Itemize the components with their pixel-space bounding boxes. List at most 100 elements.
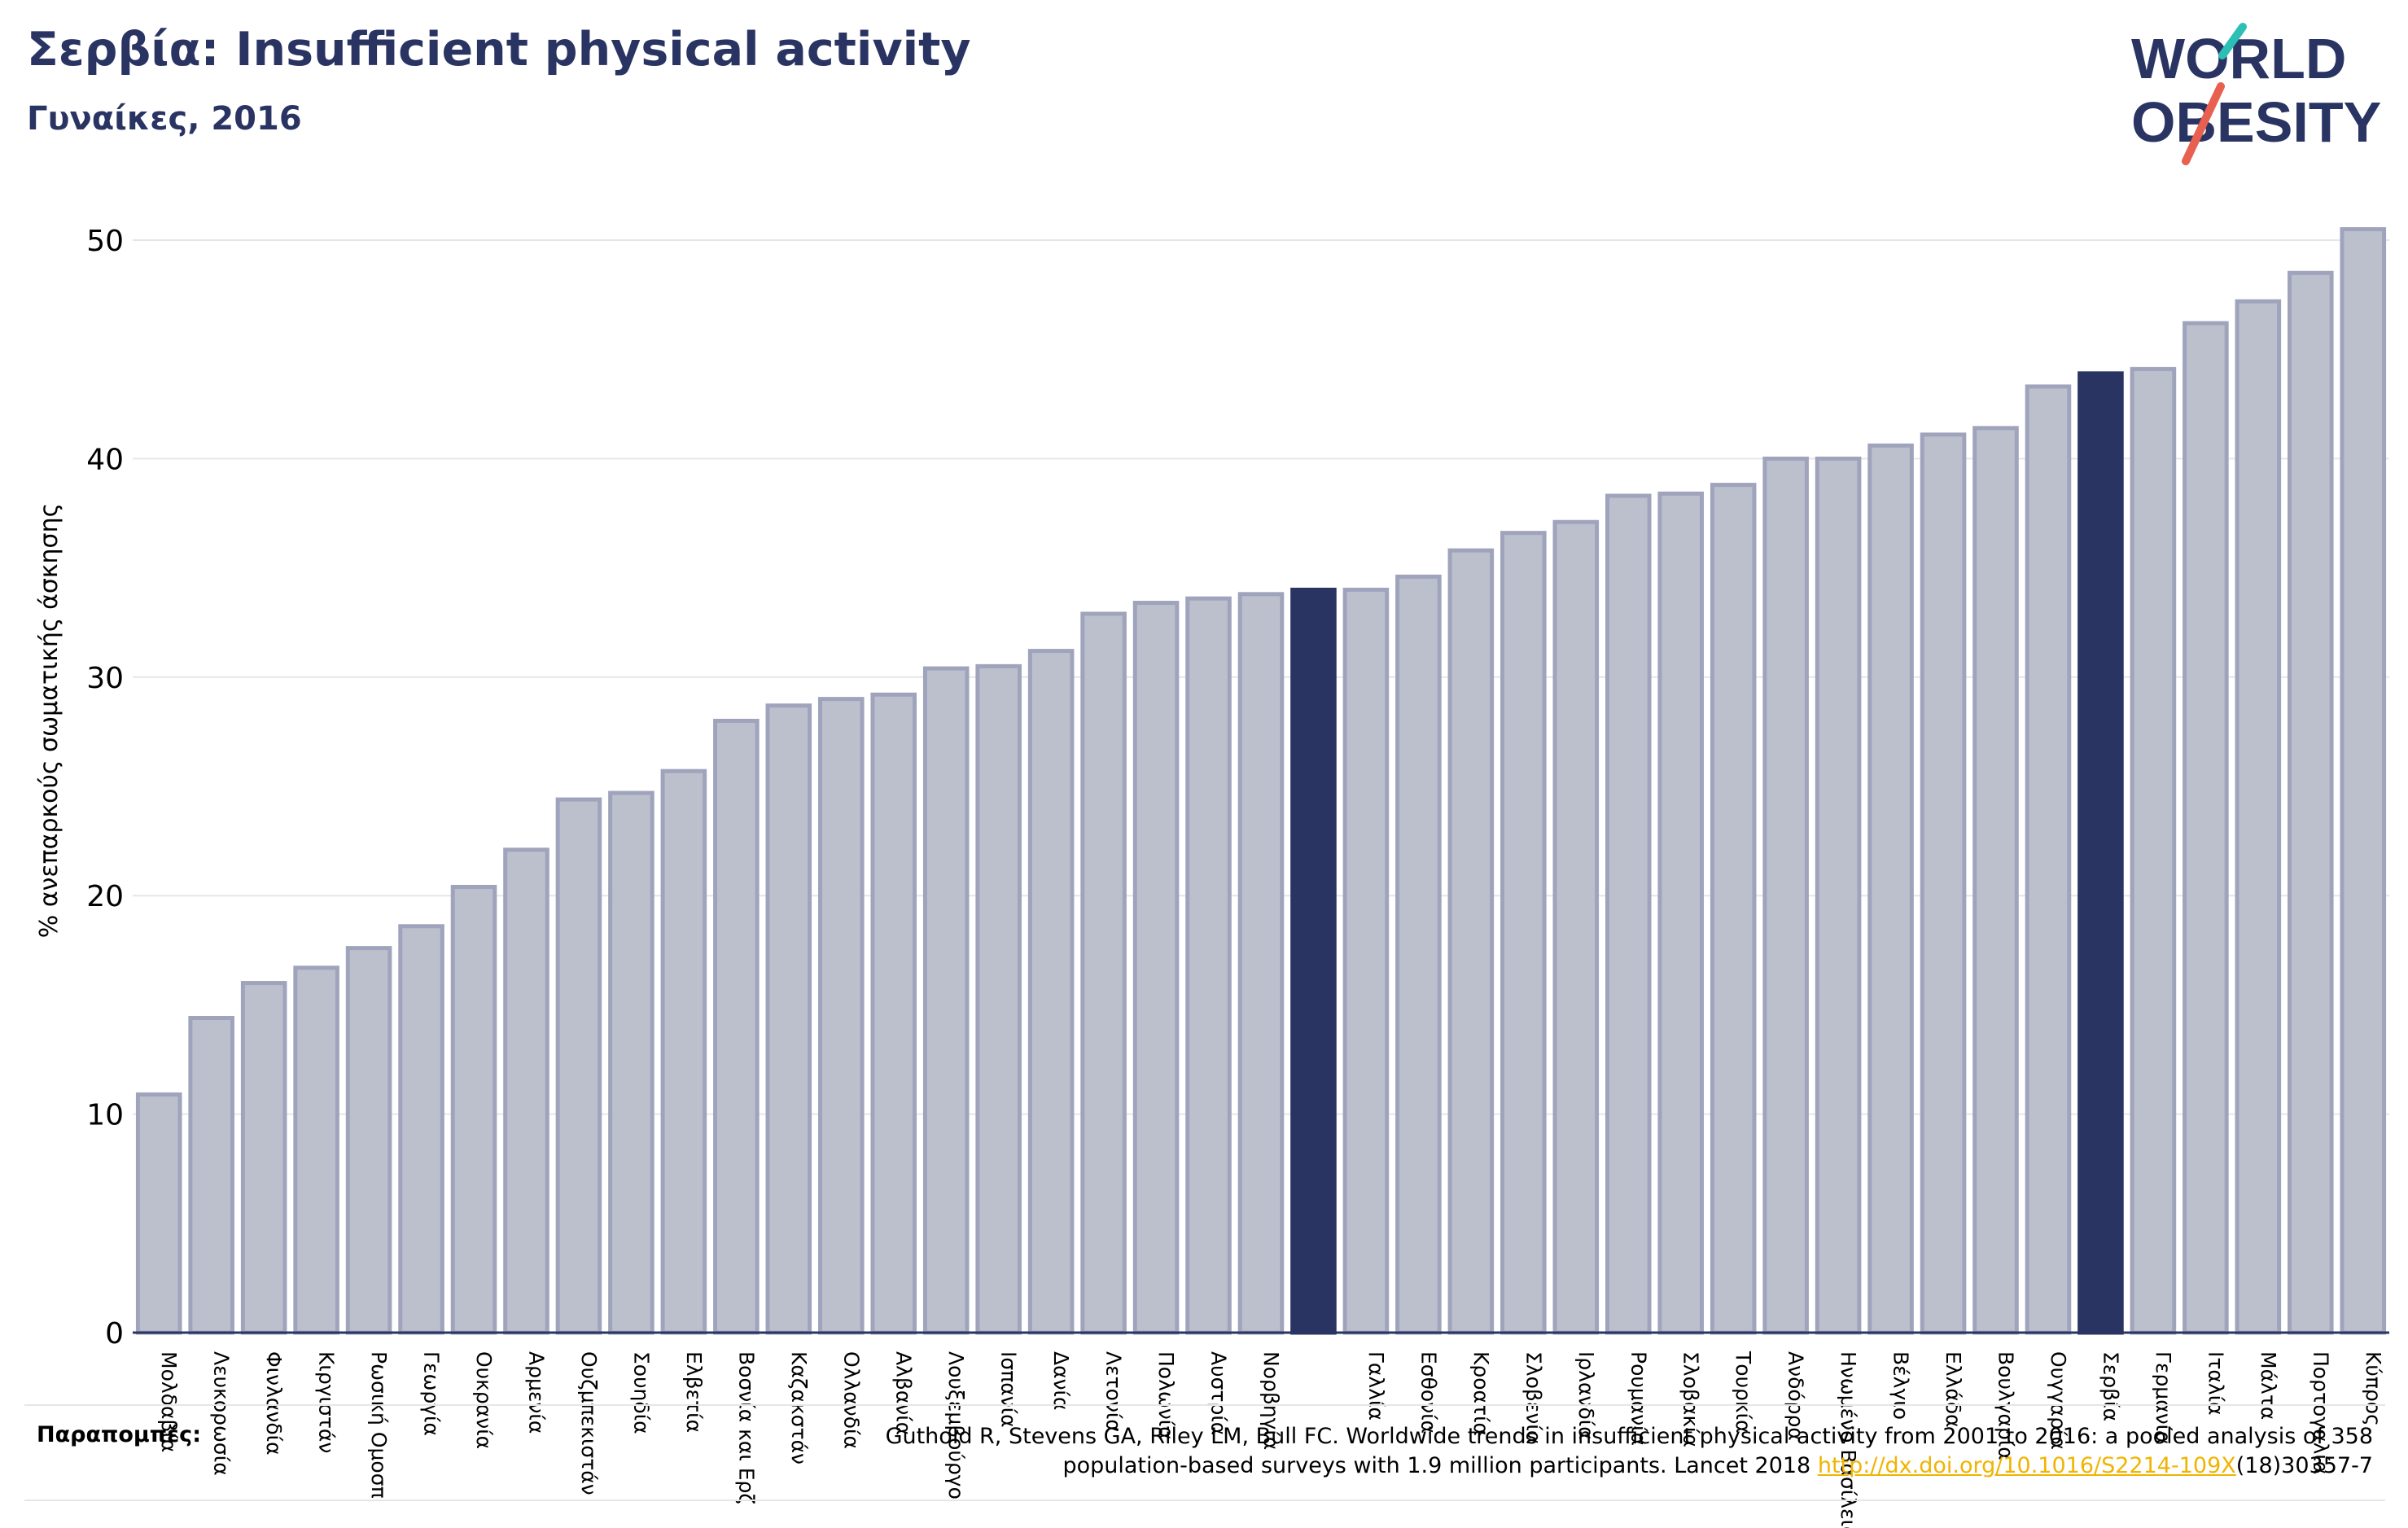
x-tick-label: Κροατία bbox=[1469, 1351, 1493, 1436]
bar bbox=[2077, 371, 2124, 1335]
bar bbox=[1867, 443, 1914, 1335]
x-tick-label: Κύπρος bbox=[2362, 1351, 2385, 1426]
bar bbox=[1342, 587, 1390, 1335]
x-tick-label: Κιργιστάν bbox=[315, 1351, 339, 1453]
x-tick-label: Βέλγιο bbox=[1889, 1351, 1913, 1420]
reference-doi-link[interactable]: http://dx.doi.org/10.1016/S2214-109X bbox=[1817, 1453, 2236, 1478]
bar bbox=[660, 768, 707, 1335]
bar bbox=[713, 718, 760, 1335]
logo-word-obesity: OBESITY bbox=[2131, 90, 2381, 154]
bar bbox=[1972, 426, 2019, 1335]
bars bbox=[135, 227, 2387, 1335]
bar bbox=[1395, 574, 1442, 1335]
bar bbox=[1815, 456, 1862, 1335]
x-tick-label: Σερβία bbox=[2099, 1351, 2122, 1421]
bar bbox=[135, 1092, 182, 1335]
y-tick-label: 50 bbox=[86, 225, 124, 258]
x-axis-labels: Μολδαβία Λευκορωσία Φινλανδία Κιργιστάν Ρωσι… bbox=[157, 1351, 2385, 1528]
bar bbox=[2340, 227, 2387, 1335]
x-tick-label: Λετονία bbox=[1102, 1351, 1126, 1433]
x-tick-label: Αυστρία bbox=[1207, 1351, 1231, 1435]
x-tick-label: Ρωσική Ομοσπ bbox=[367, 1351, 391, 1499]
x-tick-label: Καζακστάν bbox=[787, 1351, 811, 1465]
x-tick-label: Ουζμπεκιστάν bbox=[577, 1351, 601, 1495]
x-tick-label: Ολλανδία bbox=[839, 1351, 863, 1449]
bar bbox=[2025, 384, 2072, 1335]
reference-line-2-prefix: population-based surveys with 1.9 millio… bbox=[1062, 1453, 1818, 1478]
x-tick-label: Ισπανία bbox=[997, 1351, 1021, 1428]
bar bbox=[1500, 531, 1547, 1335]
x-tick-label: Ουγγαρία bbox=[2047, 1351, 2070, 1450]
bar bbox=[1710, 483, 1757, 1335]
x-tick-label: Εσθονία bbox=[1416, 1351, 1440, 1434]
references-label: Παραπομπές: bbox=[37, 1422, 201, 1447]
bar bbox=[975, 663, 1022, 1335]
bar bbox=[1762, 456, 1809, 1335]
x-tick-label: Γεωργία bbox=[420, 1351, 444, 1436]
x-tick-label: Δανία bbox=[1049, 1351, 1073, 1411]
bar bbox=[1237, 592, 1285, 1335]
bar bbox=[1552, 519, 1600, 1335]
bar bbox=[2130, 366, 2177, 1335]
bar bbox=[503, 847, 549, 1335]
x-tick-label: Νορβηγία bbox=[1259, 1351, 1283, 1450]
x-tick-label: Πορτογαλία bbox=[2309, 1351, 2332, 1474]
x-tick-label: Αλβανία bbox=[892, 1351, 916, 1435]
x-tick-label: Σλοβακία bbox=[1679, 1351, 1703, 1447]
y-tick-label: 0 bbox=[105, 1317, 124, 1351]
x-tick-label: Ηνωμένο Βασίλειο bbox=[1837, 1351, 1860, 1528]
x-tick-label: Ελλάδα bbox=[1942, 1351, 1965, 1428]
y-tick-label: 20 bbox=[86, 880, 124, 913]
bar bbox=[188, 1016, 234, 1335]
y-axis-ticks: 0 10 20 30 40 50 bbox=[86, 225, 124, 1351]
world-obesity-logo: WORLD OBESITY bbox=[2131, 23, 2381, 165]
y-tick-label: 40 bbox=[86, 443, 124, 476]
reference-line-1: Guthold R, Stevens GA, Riley LM, Bull FC… bbox=[885, 1424, 2373, 1449]
reference-line-2-suffix: (18)30357-7 bbox=[2235, 1453, 2373, 1478]
bar bbox=[2288, 270, 2334, 1335]
x-tick-label: Τουρκία bbox=[1732, 1351, 1755, 1434]
bar bbox=[1605, 493, 1652, 1335]
chart-title: Σερβία: Insufficient physical activity bbox=[27, 23, 971, 77]
bar bbox=[1132, 601, 1180, 1335]
x-tick-label: Γερμανία bbox=[2152, 1351, 2175, 1445]
y-tick-label: 10 bbox=[86, 1099, 124, 1132]
x-tick-label: Ιρλανδία bbox=[1574, 1351, 1598, 1440]
x-tick-label: Ρουμανία bbox=[1626, 1351, 1650, 1446]
bar bbox=[922, 666, 970, 1335]
bar bbox=[1080, 611, 1127, 1335]
logo-slash-teal bbox=[2218, 23, 2247, 59]
references-section: Παραπομπές: Guthold R, Stevens GA, Riley… bbox=[24, 1404, 2385, 1501]
bar bbox=[240, 981, 287, 1335]
bar bbox=[1290, 587, 1337, 1335]
bar bbox=[1447, 548, 1495, 1335]
y-tick-label: 30 bbox=[86, 662, 124, 695]
x-tick-label: Λουξεμβούργο bbox=[944, 1351, 968, 1500]
x-tick-label: Αρμενία bbox=[524, 1351, 548, 1434]
bar bbox=[1185, 596, 1232, 1335]
x-tick-label: Ουκρανία bbox=[472, 1351, 496, 1449]
bar bbox=[1657, 491, 1705, 1335]
references-text: Guthold R, Stevens GA, Riley LM, Bull FC… bbox=[663, 1422, 2373, 1481]
x-tick-label: Βοσνία και Ερζ bbox=[734, 1351, 758, 1504]
x-tick-label: Ελβετία bbox=[682, 1351, 706, 1433]
bar bbox=[345, 946, 392, 1335]
bar bbox=[398, 924, 444, 1335]
x-tick-label: Μάλτα bbox=[2257, 1351, 2280, 1420]
x-tick-label: Λευκορωσία bbox=[210, 1351, 234, 1476]
x-tick-label: Σουηδία bbox=[629, 1351, 653, 1434]
chart-subtitle: Γυναίκες, 2016 bbox=[27, 100, 302, 138]
bar bbox=[870, 692, 917, 1335]
bar bbox=[608, 790, 655, 1335]
y-axis-label: % ανεπαρκούς σωματικής άσκησης bbox=[35, 503, 63, 938]
bar bbox=[293, 965, 339, 1335]
x-tick-label: Γαλλία bbox=[1364, 1351, 1388, 1421]
bar bbox=[2235, 299, 2282, 1335]
logo-slash-coral bbox=[2182, 82, 2225, 165]
x-tick-label: Ανδόρρα bbox=[1784, 1351, 1808, 1441]
x-tick-label: Μολδαβία bbox=[157, 1351, 181, 1452]
x-tick-label: Φινλανδία bbox=[262, 1351, 286, 1456]
x-tick-label: Πολωνία bbox=[1154, 1351, 1178, 1440]
bar bbox=[1920, 432, 1967, 1335]
